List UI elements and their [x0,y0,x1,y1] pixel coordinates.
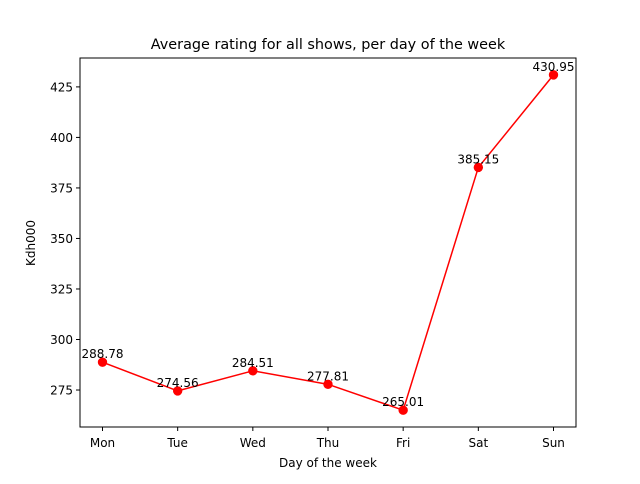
y-tick-label: 275 [50,384,73,398]
data-point [323,379,333,390]
data-point [97,357,108,367]
y-tick-label: 325 [50,282,73,296]
data-label: 430.95 [533,60,575,74]
x-axis-ticks: Mon Tue Wed Thu Fri Sat Sun [90,427,565,450]
data-label: 265.01 [382,395,424,409]
y-tick-label: 375 [50,181,73,195]
chart-title: Average rating for all shows, per day of… [151,37,506,53]
y-tick-label: 400 [50,131,73,145]
x-tick-label: Fri [396,436,410,450]
plot-frame [79,57,577,428]
x-tick-label: Wed [240,436,266,450]
data-label: 288.78 [82,347,124,361]
data-point [398,405,408,415]
x-axis-label: Day of the week [279,456,377,470]
data-label: 274.56 [157,376,199,390]
y-tick-label: 300 [50,333,73,347]
data-label: 277.81 [307,369,349,383]
x-tick-label: Sat [468,436,488,450]
x-tick-label: Sun [542,436,565,450]
data-point [548,70,559,80]
data-markers [97,70,559,415]
y-axis-label: Kdh000 [24,220,38,266]
y-axis-ticks: 275 300 325 350 375 400 425 [50,80,80,398]
y-tick-label: 425 [50,80,73,94]
data-point [248,366,258,376]
data-point [172,386,183,396]
x-tick-label: Mon [90,436,115,450]
data-label: 385.15 [457,152,499,166]
x-tick-label: Tue [166,436,188,450]
data-point [473,162,484,173]
data-labels: 288.78 274.56 284.51 277.81 265.01 385.15 430.… [82,60,575,409]
data-label: 284.51 [232,356,274,370]
x-tick-label: Thu [316,436,340,450]
y-tick-label: 350 [50,232,73,246]
